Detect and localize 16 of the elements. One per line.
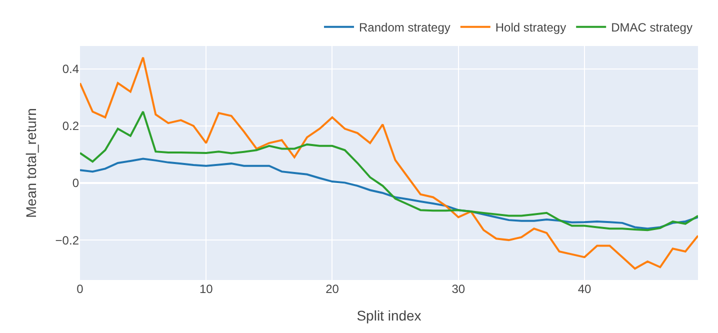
y-tick-label: 0	[72, 176, 80, 190]
x-tick-label: 40	[578, 282, 592, 296]
y-axis-title: Mean total_return	[22, 108, 39, 218]
line-series	[80, 56, 698, 270]
line-series	[80, 110, 698, 232]
x-tick-label: 10	[199, 282, 214, 296]
y-tick-label: −0.2	[55, 233, 80, 248]
x-axis-title: Split index	[356, 307, 422, 324]
x-tick-label: 20	[326, 282, 340, 296]
line-series	[80, 158, 698, 230]
legend-label: DMAC strategy	[611, 20, 692, 34]
x-tick-label: 30	[452, 282, 466, 296]
y-tick-label: 0.4	[62, 62, 80, 76]
y-tick-label: 0.2	[62, 119, 80, 134]
legend-label: Random strategy	[359, 20, 450, 34]
legend-label: Hold strategy	[495, 20, 566, 34]
